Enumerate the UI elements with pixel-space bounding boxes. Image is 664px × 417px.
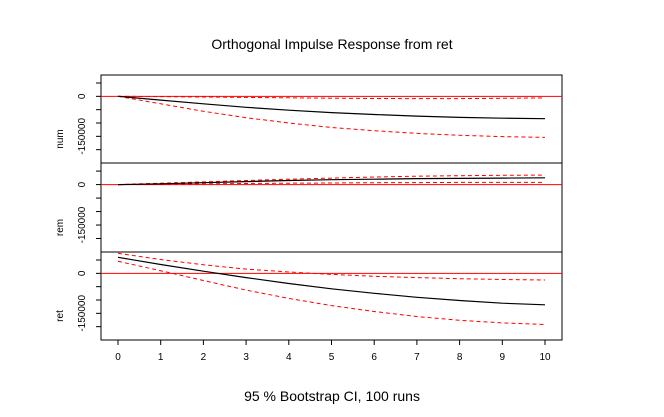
- x-tick-label: 9: [500, 352, 506, 363]
- panel-frame: [100, 162, 563, 253]
- panel-rem: 0 -150000 rem: [55, 162, 563, 253]
- upper-ci-line: [117, 174, 546, 186]
- chart-title: Orthogonal Impulse Response from ret: [211, 36, 452, 52]
- panel-ret: 0 -150000 ret: [55, 251, 563, 341]
- upper-ci-line: [117, 252, 546, 281]
- lower-ci-line: [117, 260, 546, 325]
- lower-ci-line: [117, 181, 545, 186]
- panel-frame: [100, 74, 563, 164]
- x-tick-label: 10: [539, 352, 551, 363]
- x-axis: 0 1 2 3 4 5 6 7 8 9 10: [115, 339, 551, 363]
- y-tick-label: -150000: [77, 206, 88, 243]
- lower-ci-line: [117, 95, 546, 138]
- y-axis-label: rem: [55, 219, 66, 236]
- irf-line: [117, 95, 546, 120]
- chart-footer: 95 % Bootstrap CI, 100 runs: [244, 388, 420, 404]
- panel-num: 0 -150000 num: [55, 74, 563, 164]
- y-axis-label: num: [55, 129, 66, 148]
- y-tick-label: -150000: [77, 295, 88, 332]
- y-tick-label: 0: [77, 93, 88, 99]
- x-tick-label: 2: [201, 352, 207, 363]
- upper-ci-line: [117, 95, 546, 100]
- y-axis-label: ret: [55, 310, 66, 322]
- x-tick-label: 5: [329, 352, 335, 363]
- y-tick-label: 0: [77, 181, 88, 187]
- panels-group: 0 -150000 num 0 -150000 rem 0 -150000 ret: [55, 74, 563, 341]
- x-tick-label: 7: [414, 352, 420, 363]
- y-tick-label: -150000: [77, 118, 88, 155]
- irf-line: [117, 256, 546, 306]
- x-tick-label: 6: [371, 352, 377, 363]
- panel-frame: [100, 251, 563, 341]
- x-tick-label: 0: [115, 352, 121, 363]
- x-tick-label: 4: [286, 352, 292, 363]
- x-tick-label: 1: [158, 352, 164, 363]
- irf-line: [117, 177, 546, 186]
- x-tick-label: 3: [243, 352, 249, 363]
- x-tick-label: 8: [457, 352, 463, 363]
- y-tick-label: 0: [77, 270, 88, 276]
